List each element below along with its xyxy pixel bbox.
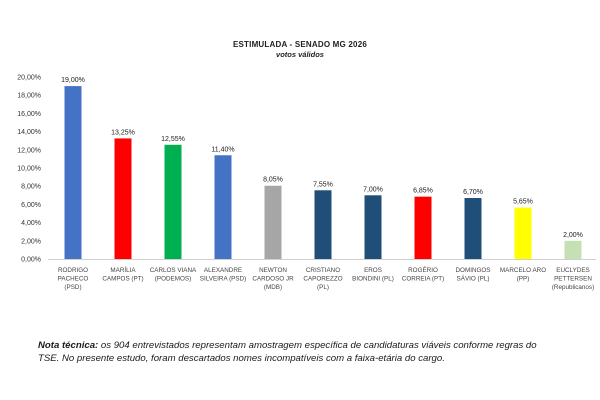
bar xyxy=(514,207,532,259)
bar xyxy=(164,144,182,259)
bar xyxy=(214,155,232,259)
bars xyxy=(64,86,582,259)
bar-value-label: 6,70% xyxy=(463,189,483,196)
bar xyxy=(414,196,432,259)
y-tick-label: 10,00% xyxy=(17,166,41,173)
note-text: os 904 entrevistados representam amostra… xyxy=(38,340,537,364)
chart-subtitle: votos válidos xyxy=(276,50,324,59)
technical-note: Nota técnica: os 904 entrevistados repre… xyxy=(38,340,558,365)
x-tick-label: ALEXANDRE SILVEIRA (PSD) xyxy=(200,267,246,283)
bar xyxy=(564,240,582,259)
y-tick-label: 16,00% xyxy=(17,111,41,118)
x-tick-label: MARCELO ARO (PP) xyxy=(500,267,546,283)
bar xyxy=(64,86,82,259)
value-labels: 19,00% 13,25% 12,55% 11,40% 8,05% 7,55% 7,00% 6… xyxy=(61,77,583,239)
y-tick-label: 6,00% xyxy=(21,202,41,209)
x-tick-label: CRISTIANO CAPOREZZO (PL) xyxy=(303,267,342,291)
bar xyxy=(364,195,382,259)
bar-chart: 0,00% 2,00% 4,00% 6,00% 8,00% 10,00% 12,00% 14,… xyxy=(17,75,596,291)
bar xyxy=(114,138,132,259)
y-tick-label: 14,00% xyxy=(17,129,41,136)
x-tick-label: EUCLYDES PETTERSEN (Republicanos) xyxy=(552,267,594,291)
bar-value-label: 11,40% xyxy=(211,146,234,153)
x-tick-label: CARLOS VIANA (PODEMOS) xyxy=(150,267,197,283)
x-tick-label: EROS BIONDINI (PL) xyxy=(352,267,394,283)
chart-title: ESTIMULADA - SENADO MG 2026 xyxy=(232,40,367,49)
y-tick-label: 20,00% xyxy=(17,75,41,82)
y-tick-label: 2,00% xyxy=(21,238,41,245)
bar xyxy=(314,190,332,259)
x-tick-label: MARÍLIA CAMPOS (PT) xyxy=(102,265,143,283)
x-tick-label: DOMINGOS SÁVIO (PL) xyxy=(456,267,491,283)
bar-value-label: 19,00% xyxy=(61,77,85,84)
bar-value-label: 2,00% xyxy=(563,232,583,239)
bar-value-label: 5,65% xyxy=(513,199,533,206)
y-axis: 0,00% 2,00% 4,00% 6,00% 8,00% 10,00% 12,00% 14,… xyxy=(17,75,596,264)
x-tick-label: ROGÉRIO CORREIA (PT) xyxy=(402,265,444,283)
y-tick-label: 18,00% xyxy=(17,93,41,100)
x-tick-label: RODRIGO PACHECO (PSD) xyxy=(58,267,89,291)
y-tick-label: 4,00% xyxy=(21,220,41,227)
bar-value-label: 8,05% xyxy=(263,177,283,184)
y-tick-label: 0,00% xyxy=(21,257,41,264)
x-axis-labels: RODRIGO PACHECO (PSD) MARÍLIA CAMPOS (PT) CAR… xyxy=(58,265,595,291)
note-label: Nota técnica: xyxy=(38,340,99,351)
bar-value-label: 7,00% xyxy=(363,186,383,193)
bar-value-label: 6,85% xyxy=(413,188,433,195)
bar xyxy=(264,185,282,259)
bar-value-label: 13,25% xyxy=(111,129,135,136)
bar-value-label: 7,55% xyxy=(313,181,333,188)
bar-value-label: 12,55% xyxy=(161,136,185,143)
y-tick-label: 12,00% xyxy=(17,147,41,154)
x-tick-label: NEWTON CARDOSO JR (MDB) xyxy=(252,267,294,291)
y-tick-label: 8,00% xyxy=(21,184,41,191)
bar xyxy=(464,198,482,259)
